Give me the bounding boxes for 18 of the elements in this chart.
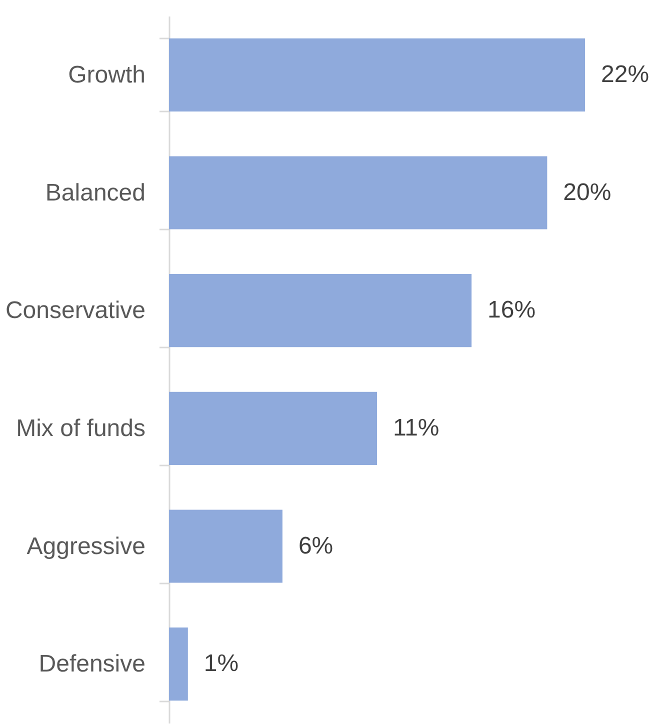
- bar: [169, 510, 282, 583]
- y-tick-label: Aggressive: [26, 532, 146, 560]
- data-label: 11%: [393, 414, 440, 442]
- y-tick-label: Defensive: [38, 650, 146, 678]
- bar: [169, 274, 472, 348]
- y-tick-label: Growth: [68, 61, 146, 88]
- y-tick-label: Mix of funds: [16, 414, 146, 442]
- bar: [169, 156, 548, 230]
- data-label: 22%: [601, 60, 650, 88]
- bar: [169, 392, 377, 465]
- y-tick-label: Conservative: [5, 297, 146, 324]
- data-label: 1%: [204, 650, 239, 678]
- bar: [169, 628, 188, 701]
- data-label: 6%: [298, 532, 334, 560]
- bar: [169, 38, 585, 112]
- data-label: 20%: [563, 178, 612, 206]
- data-label: 16%: [488, 296, 536, 324]
- y-tick-label: Balanced: [45, 179, 146, 206]
